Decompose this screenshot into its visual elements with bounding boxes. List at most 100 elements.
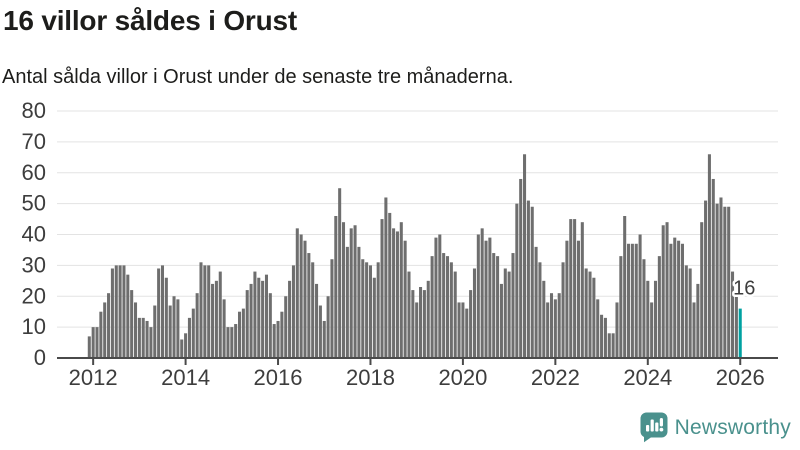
bar [214,280,218,358]
bar [653,280,658,358]
bar [538,262,542,358]
bar [237,311,242,358]
bar [276,320,280,358]
bar [122,265,126,358]
bar [407,271,411,358]
bar [307,253,311,358]
bar [680,243,684,358]
bar [180,339,184,358]
bar [696,283,700,358]
bar [707,154,711,358]
highlight-bar [738,308,742,358]
bar [507,271,511,358]
bar [422,290,426,358]
bar [434,237,438,358]
bar [303,240,307,358]
bar [392,228,396,358]
bar [634,243,638,358]
bar [584,268,588,358]
bar [499,283,503,358]
bar [549,293,554,358]
bar [615,302,619,358]
bar [222,299,226,358]
bar [338,188,342,358]
bar [411,290,415,358]
bar [607,333,611,358]
bar [95,327,99,358]
bar [172,296,176,358]
y-tick-label: 20 [22,283,46,308]
bar [357,246,361,358]
bar [596,299,600,358]
bar [623,216,627,358]
bar [211,283,215,358]
bar [361,259,365,358]
y-tick-label: 50 [22,191,46,216]
bar [322,320,326,358]
y-tick-label: 80 [22,98,46,123]
bar [110,268,114,358]
bar [153,305,157,358]
bar [665,222,669,358]
bar [430,256,434,358]
bar [465,308,469,358]
bar [203,265,207,358]
bar [592,277,596,358]
bar [291,265,295,358]
bar [603,317,607,358]
bar [457,302,461,358]
bar [534,246,538,358]
bar [126,274,130,358]
page-title: 16 villor såldes i Orust [3,5,297,36]
bar [114,265,118,358]
bar [727,206,731,358]
bar [492,253,496,358]
bar [141,317,145,358]
bar [230,327,234,358]
bar [137,317,141,358]
bar [677,240,681,358]
x-tick-label: 2012 [69,365,118,390]
bar [496,256,500,358]
bar [299,234,303,358]
bar [700,222,704,358]
bar [484,240,488,358]
bar [99,311,103,358]
bar [160,265,165,358]
bar [445,256,450,358]
bar [184,333,188,358]
bar [249,283,253,358]
bar [734,296,738,358]
bar [704,200,708,358]
x-tick-label: 2026 [716,365,765,390]
bar [692,302,696,358]
newsworthy-logo: Newsworthy [640,412,791,443]
bar [372,277,376,358]
bar [91,327,95,358]
bar [476,234,480,358]
bar [657,256,661,358]
bar [318,305,322,358]
bar [600,314,604,358]
bar [149,327,153,358]
bar [576,240,580,358]
bar [688,268,692,358]
bar [588,271,592,358]
bar [311,262,315,358]
bar [103,302,107,358]
bar [257,277,261,358]
bar [288,280,292,358]
bar [503,268,507,358]
bar [627,243,631,358]
bar [519,178,523,358]
bar [488,237,492,358]
bar [515,203,519,358]
bar [264,274,268,358]
bar [561,262,565,358]
bar [261,280,265,358]
x-tick-label: 2016 [254,365,303,390]
bar [187,317,191,358]
bar [715,203,719,358]
